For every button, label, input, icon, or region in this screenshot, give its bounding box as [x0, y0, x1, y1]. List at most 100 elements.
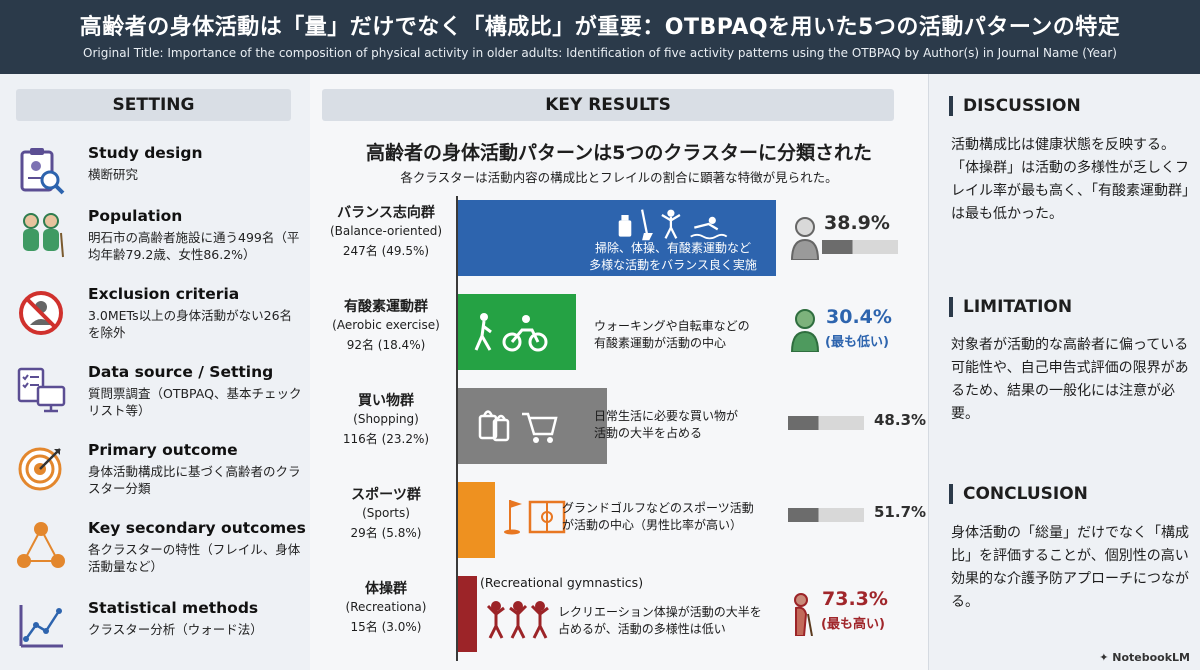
original-title: Original Title: Importance of the compos…	[83, 46, 1117, 60]
cluster-row-sports: スポーツ群 (Sports) 29名 (5.8%) グランドゴルフなどのスポーツ…	[310, 478, 928, 568]
setting-label: Key secondary outcomes	[88, 519, 306, 537]
gymnastics-group-icon	[486, 601, 549, 639]
setting-item-data-source: Data source / Setting 質問票調査（OTBPAQ、基本チェッ…	[16, 363, 301, 423]
cluster-desc-line2: 多様な活動をバランス良く実施	[589, 258, 757, 272]
cluster-name: 有酸素運動群	[344, 299, 428, 315]
cluster-desc-extra: (Recreational gymnastics)	[480, 575, 644, 590]
cluster-desc-line2: 有酸素運動が活動の中心	[594, 336, 727, 350]
setting-heading: SETTING	[16, 89, 291, 121]
cluster-row-aerobic: 有酸素運動群 (Aerobic exercise) 92名 (18.4%) ウォ…	[310, 290, 928, 380]
cluster-desc-line2: が活動の中心（男性比率が高い）	[562, 518, 743, 532]
active-person-icon	[790, 309, 820, 352]
cluster-name-en: (Recreationa)	[345, 600, 427, 614]
shopping-icon	[478, 410, 558, 443]
setting-item-statistical-methods: Statistical methods クラスター分析（ウォード法）	[16, 599, 301, 659]
limitation-text: 対象者が活動的な高齢者に偏っている可能性や、自己申告式評価の限界があるため、結果…	[951, 337, 1189, 422]
chart-axis	[456, 196, 458, 661]
questionnaire-monitor-icon	[17, 367, 66, 413]
cluster-desc-line1: 日常生活に必要な買い物が	[594, 409, 739, 423]
cluster-name: 買い物群	[358, 393, 414, 409]
cluster-count: 92名 (18.4%)	[346, 338, 426, 352]
discussion-heading: DISCUSSION	[949, 96, 1189, 116]
clipboard-search-icon	[20, 148, 65, 195]
frailty-rate: 30.4%	[826, 306, 892, 328]
setting-label: Study design	[88, 144, 203, 162]
frailty-mini-bar	[788, 508, 864, 522]
frailty-rate: 73.3%	[822, 588, 888, 610]
setting-label: Data source / Setting	[88, 363, 274, 381]
setting-item-exclusion: Exclusion criteria 3.0METs以上の身体活動がない26名を…	[16, 285, 301, 345]
cluster-name-en: (Aerobic exercise)	[332, 318, 440, 332]
setting-text: 各クラスターの特性（フレイル、身体活動量など）	[88, 542, 301, 574]
frailty-rate: 38.9%	[824, 212, 890, 234]
setting-text: 横断研究	[88, 167, 139, 182]
key-results-heading: KEY RESULTS	[322, 89, 894, 121]
conclusion-text: 身体活動の「総量」だけでなく「構成比」を評価することが、個別性の高い効果的な介護…	[951, 525, 1189, 610]
setting-label: Statistical methods	[88, 599, 259, 617]
limitation-heading: LIMITATION	[949, 297, 1189, 317]
cluster-bar	[458, 482, 495, 558]
cluster-name-en: (Shopping)	[353, 412, 419, 426]
cluster-name: 体操群	[365, 581, 407, 597]
cluster-desc-line1: レクリエーション体操が活動の大半を	[558, 605, 762, 619]
cluster-count: 29名 (5.8%)	[350, 526, 422, 540]
setting-item-secondary-outcomes: Key secondary outcomes 各クラスターの特性（フレイル、身体…	[16, 519, 306, 579]
notebook-logo-icon: ✦	[1099, 651, 1113, 664]
brand-footer: ✦ NotebookLM	[1099, 651, 1190, 664]
setting-label: Exclusion criteria	[88, 285, 240, 303]
setting-text: 身体活動構成比に基づく高齢者のクラスター分類	[88, 464, 301, 496]
frailty-highest-note: (最も高い)	[821, 617, 885, 632]
setting-label: Primary outcome	[88, 441, 238, 459]
cluster-name-en: (Balance-oriented)	[329, 224, 443, 238]
cluster-row-gymnastics: 体操群 (Recreationa) 15名 (3.0%) (Recreation…	[310, 572, 928, 662]
no-entry-icon	[19, 291, 63, 335]
cluster-row-shopping: 買い物群 (Shopping) 116名 (23.2%) 日常生活に必要な買い物…	[310, 384, 928, 474]
cluster-count: 247名 (49.5%)	[342, 244, 430, 258]
walking-cycling-icon	[474, 313, 548, 352]
cluster-name: スポーツ群	[351, 487, 421, 503]
frailty-lowest-note: (最も低い)	[825, 335, 889, 350]
setting-text: 3.0METs以上の身体活動がない26名を除外	[88, 308, 293, 340]
discussion-text: 活動構成比は健康状態を反映する。「体操群」は活動の多様性が乏しくフレイル率が最も…	[951, 137, 1189, 222]
cluster-row-balance: バランス志向群 (Balance-oriented) 247名 (49.5%) …	[310, 196, 928, 286]
elderly-person-icon	[790, 217, 820, 260]
key-results-panel: KEY RESULTS 高齢者の身体活動パターンは5つのクラスターに分類された …	[310, 74, 928, 670]
setting-item-primary-outcome: Primary outcome 身体活動構成比に基づく高齢者のクラスター分類	[16, 441, 301, 501]
frailty-rate: 48.3%	[874, 411, 927, 429]
frailty-mini-bar	[822, 240, 898, 254]
summary-panel: DISCUSSION 活動構成比は健康状態を反映する。「体操群」は活動の多様性が…	[928, 74, 1200, 670]
cluster-desc-line2: 活動の大半を占める	[594, 426, 703, 440]
cluster-count: 116名 (23.2%)	[342, 432, 430, 446]
target-icon	[18, 447, 62, 491]
cluster-bar	[458, 200, 776, 276]
brand-name: NotebookLM	[1112, 651, 1190, 664]
frailty-mini-bar	[788, 416, 864, 430]
cluster-desc-line1: グランドゴルフなどのスポーツ活動	[562, 501, 754, 515]
frailty-rate: 51.7%	[874, 503, 927, 521]
cluster-count: 15名 (3.0%)	[350, 620, 422, 634]
results-subtitle: 各クラスターは活動内容の構成比とフレイルの割合に顕著な特徴が見られた。	[400, 170, 838, 185]
cluster-bar	[458, 294, 576, 370]
cluster-name: バランス志向群	[337, 205, 435, 221]
golf-field-icon	[504, 500, 566, 535]
setting-item-study-design: Study design 横断研究	[16, 144, 301, 204]
setting-text: 明石市の高齢者施設に通う499名（平均年齢79.2歳、女性86.2%）	[88, 230, 300, 262]
line-chart-icon	[19, 605, 63, 648]
setting-text: 質問票調査（OTBPAQ、基本チェックリスト等）	[88, 386, 302, 418]
setting-panel: SETTING Study design 横断研究 Population 明石市…	[0, 74, 310, 670]
setting-text: クラスター分析（ウォード法）	[88, 622, 263, 637]
cluster-desc-line1: ウォーキングや自転車などの	[594, 319, 750, 333]
elderly-couple-icon	[23, 213, 64, 258]
page-title: 高齢者の身体活動は「量」だけでなく「構成比」が重要：OTBPAQを用いた5つの活…	[79, 15, 1121, 40]
conclusion-heading: CONCLUSION	[949, 484, 1189, 504]
cluster-desc-line1: 掃除、体操、有酸素運動など	[594, 241, 751, 255]
network-icon	[17, 522, 65, 568]
cluster-desc-line2: 占めるが、活動の多様性は低い	[558, 622, 726, 636]
setting-label: Population	[88, 207, 183, 225]
cleaning-sports-icon	[618, 209, 728, 241]
setting-item-population: Population 明石市の高齢者施設に通う499名（平均年齢79.2歳、女性…	[16, 207, 301, 267]
cluster-name-en: (Sports)	[362, 506, 410, 520]
cluster-bar	[458, 576, 477, 652]
header-banner: 高齢者の身体活動は「量」だけでなく「構成比」が重要：OTBPAQを用いた5つの活…	[0, 0, 1200, 74]
results-title: 高齢者の身体活動パターンは5つのクラスターに分類された	[366, 142, 872, 164]
